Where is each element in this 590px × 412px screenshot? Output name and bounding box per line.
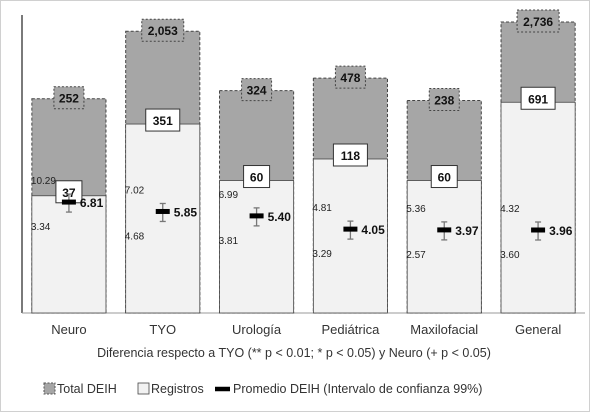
bar-registros-general [500,101,576,314]
ci-upper-label-maxilofacial: 5.36 [406,204,426,215]
category-label-urologia: Urología [232,322,282,337]
category-label-pediatrica: Pediátrica [322,322,381,337]
label-box-total-maxilofacial [428,88,460,112]
ci-lower-label-neuro: 3.34 [31,222,51,233]
label-box-total-general [516,9,560,33]
label-total-urologia: 324 [247,84,267,98]
category-label-general: General [515,322,561,337]
label-registros-urologia: 60 [250,171,264,185]
ci-upper-label-neuro: 10.29 [31,176,56,187]
label-box-registros-urologia [243,165,271,189]
bar-registros-urologia [219,180,295,314]
label-registros-pediatrica: 118 [341,149,361,163]
category-label-tyo: TYO [149,322,176,337]
label-registros-maxilofacial: 60 [438,171,452,185]
label-total-neuro: 252 [59,92,79,106]
ci-upper-label-tyo: 7.02 [125,185,145,196]
label-box-total-pediatrica [334,65,366,89]
label-registros-tyo: 351 [153,114,173,128]
label-total-tyo: 2,053 [148,24,178,38]
ci-upper-label-urologia: 6.99 [219,190,239,201]
mean-label-urologia: 5.40 [268,210,292,224]
bar-registros-neuro [31,195,107,314]
ci-lower-label-urologia: 3.81 [219,236,239,247]
label-box-total-neuro [53,86,85,110]
ci-lower-label-pediatrica: 3.29 [312,249,332,260]
label-box-registros-pediatrica [332,143,368,167]
label-box-registros-general [520,86,556,110]
legend-label-promedio: Promedio DEIH (Intervalo de confianza 99… [233,382,482,396]
x-axis-label: Diferencia respecto a TYO (** p < 0.01; … [97,346,491,360]
legend-label-registros: Registros [151,382,204,396]
mean-label-neuro: 6.81 [80,196,104,210]
ci-upper-label-general: 4.32 [500,204,520,215]
legend-label-total-deih: Total DEIH [57,382,117,396]
label-total-maxilofacial: 238 [434,94,454,108]
ci-lower-label-maxilofacial: 2.57 [406,250,426,261]
label-box-total-tyo [141,18,185,42]
mean-label-general: 3.96 [549,224,573,238]
category-label-maxilofacial: Maxilofacial [410,322,478,337]
label-box-registros-tyo [145,108,181,132]
label-box-registros-maxilofacial [430,165,458,189]
category-label-neuro: Neuro [51,322,86,337]
label-registros-general: 691 [528,92,548,106]
ci-upper-label-pediatrica: 4.81 [312,203,332,214]
ci-lower-label-general: 3.60 [500,250,520,261]
mean-label-pediatrica: 4.05 [361,223,385,237]
label-total-general: 2,736 [523,15,553,29]
legend: Total DEIH Registros Promedio DEIH (Inte… [43,382,482,396]
ci-lower-label-tyo: 4.68 [125,231,145,242]
label-registros-neuro: 37 [62,186,76,200]
legend-swatch-registros [137,382,150,395]
mean-label-maxilofacial: 3.97 [455,224,479,238]
mean-label-tyo: 5.85 [174,205,198,219]
bar-registros-maxilofacial [406,180,482,314]
legend-swatch-total-deih [43,382,56,395]
label-total-pediatrica: 478 [340,71,360,85]
label-box-total-urologia [241,78,273,102]
